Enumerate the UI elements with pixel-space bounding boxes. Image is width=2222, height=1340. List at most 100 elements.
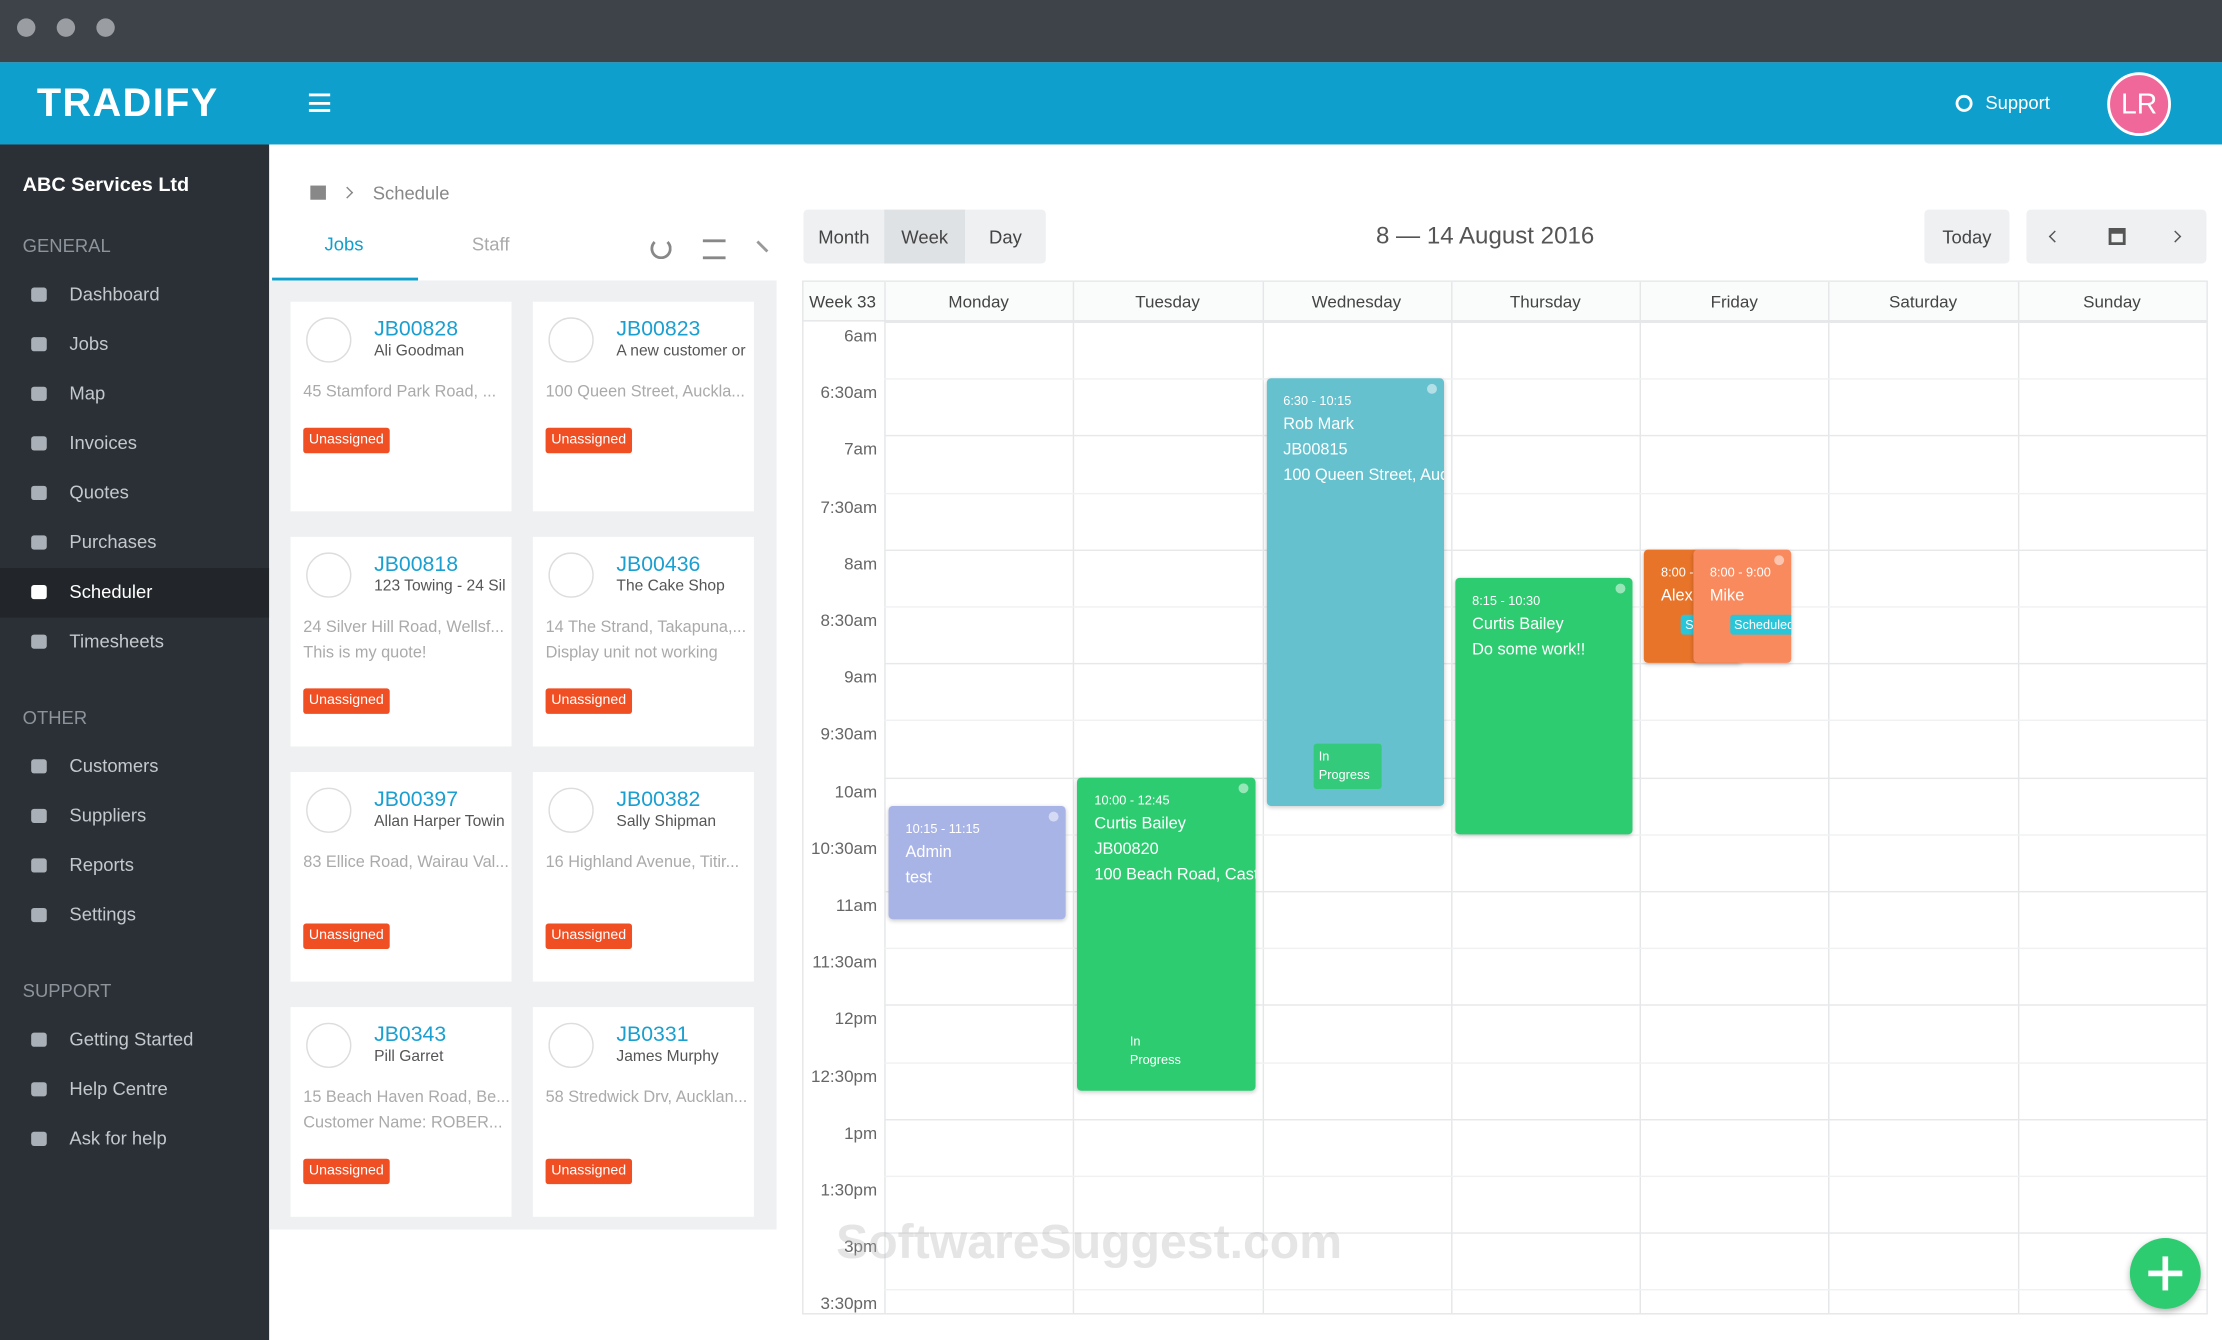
job-status: Unassigned xyxy=(303,923,390,950)
refresh-icon[interactable] xyxy=(650,237,672,260)
event[interactable]: 10:00 - 12:45 Curtis Bailey JB00820 100 Bea… xyxy=(1077,777,1255,1091)
nav-icon xyxy=(31,759,47,774)
job-address: 58 Stredwick Drv, Aucklan... xyxy=(545,1089,748,1107)
prev-button[interactable] xyxy=(2048,230,2061,243)
job-card[interactable]: JB00436 The Cake Shop 14 The Strand, Takap… xyxy=(532,536,754,747)
event[interactable]: 6:30 - 10:15 Rob Mark JB00815 100 Queen Str… xyxy=(1266,378,1444,806)
nav-item[interactable]: Jobs xyxy=(0,320,269,370)
nav-item[interactable]: Timesheets xyxy=(0,618,269,668)
nav-item[interactable]: Customers xyxy=(0,742,269,792)
event-close xyxy=(1049,811,1059,822)
time-label: 6:30am xyxy=(820,382,878,403)
nav-item[interactable]: Settings xyxy=(0,891,269,941)
breadcrumb-separator xyxy=(341,186,354,199)
event-line: Admin xyxy=(905,843,952,861)
job-icon xyxy=(306,317,352,363)
calendar-grid: Week 33 Monday Tuesday Wednesday Thursday Fri… xyxy=(802,280,2208,1315)
job-customer: Pill Garret xyxy=(374,1048,444,1066)
time-line xyxy=(884,435,2207,437)
nav-item[interactable]: Dashboard xyxy=(0,271,269,321)
job-status: Unassigned xyxy=(303,1158,390,1185)
event[interactable]: 10:15 - 11:15 Admin test xyxy=(888,805,1067,920)
tab[interactable]: Jobs xyxy=(324,233,364,255)
menu-button[interactable] xyxy=(308,93,331,112)
event[interactable]: 8:15 - 10:30 Curtis Bailey Do some work!! xyxy=(1455,577,1633,835)
view-button[interactable]: Day xyxy=(989,226,1022,248)
nav-icon xyxy=(31,907,47,923)
nav-item[interactable]: Quotes xyxy=(0,469,269,519)
close-icon[interactable] xyxy=(756,240,769,253)
nav-item[interactable]: Ask for help xyxy=(0,1115,269,1165)
job-card[interactable]: JB00382 Sally Shipman 16 Highland Avenue, … xyxy=(532,771,754,982)
nav-label: Settings xyxy=(69,903,137,925)
job-address: 100 Queen Street, Auckla... xyxy=(545,383,745,401)
nav-item[interactable]: Suppliers xyxy=(0,792,269,842)
job-number: JB00823 xyxy=(616,317,701,342)
day-name: Monday xyxy=(948,291,1009,312)
nav-label: Reports xyxy=(69,854,134,876)
day-name: Thursday xyxy=(1509,291,1581,312)
nav-label: Suppliers xyxy=(69,804,147,826)
time-line xyxy=(884,834,2207,836)
time-line xyxy=(884,1118,2207,1121)
view-button[interactable]: Month xyxy=(818,226,870,248)
time-line xyxy=(884,1232,2207,1235)
nav-label: Quotes xyxy=(69,481,129,503)
job-status: Unassigned xyxy=(545,923,632,950)
nav-item[interactable]: Getting Started xyxy=(0,1016,269,1066)
job-number: JB00828 xyxy=(374,317,459,342)
support-menu[interactable]: Support xyxy=(1985,92,2050,114)
tab[interactable]: Staff xyxy=(471,233,510,255)
event[interactable]: 8:00 - 9:00 Mike Scheduled xyxy=(1692,549,1791,664)
nav-item[interactable]: Scheduler xyxy=(0,568,270,618)
nav-icon xyxy=(31,858,47,873)
next-button[interactable] xyxy=(2169,230,2182,243)
job-number: JB0343 xyxy=(374,1022,447,1047)
job-card[interactable]: JB00828 Ali Goodman 45 Stamford Park Road,… xyxy=(290,301,512,512)
time-label: 12pm xyxy=(834,1009,878,1029)
section-title: GENERAL xyxy=(22,235,111,257)
add-button[interactable] xyxy=(2129,1238,2201,1309)
job-status: Unassigned xyxy=(303,688,390,714)
event-line: JB00820 xyxy=(1094,840,1159,858)
job-icon xyxy=(548,317,594,363)
event-close xyxy=(1426,384,1437,395)
nav-item[interactable]: Invoices xyxy=(0,419,269,469)
nav-item[interactable]: Map xyxy=(0,370,269,420)
tab-underline xyxy=(272,277,419,281)
day-name: Saturday xyxy=(1889,291,1958,312)
job-customer: James Murphy xyxy=(616,1048,719,1066)
calendar-title: 8 — 14 August 2016 xyxy=(1375,222,1595,250)
nav-item[interactable]: Help Centre xyxy=(0,1065,269,1115)
nav-item[interactable]: Reports xyxy=(0,841,269,891)
nav-label: Help Centre xyxy=(69,1077,168,1100)
today-button[interactable]: Today xyxy=(1924,209,2010,264)
company-name: ABC Services Ltd xyxy=(22,172,190,196)
job-customer: Sally Shipman xyxy=(616,813,717,831)
day-divider xyxy=(1073,281,1075,1314)
avatar[interactable]: LR xyxy=(2107,72,2171,136)
job-card[interactable]: JB0343 Pill Garret 15 Beach Haven Road, Be… xyxy=(290,1007,512,1217)
job-note: This is my quote! xyxy=(303,644,427,662)
job-card[interactable]: JB00823 A new customer or 100 Queen Street… xyxy=(532,301,754,512)
job-card[interactable]: JB00818 123 Towing - 24 Sil 24 Silver Hill… xyxy=(290,536,512,747)
job-address: 15 Beach Haven Road, Be... xyxy=(303,1089,510,1107)
calendar-icon[interactable] xyxy=(2108,228,2126,246)
job-customer: Allan Harper Towin xyxy=(374,813,505,831)
job-customer: The Cake Shop xyxy=(616,577,725,595)
job-customer: 123 Towing - 24 Sil xyxy=(374,577,506,595)
event-time: 8:15 - 10:30 xyxy=(1472,593,1541,608)
time-label: 7am xyxy=(844,439,878,460)
job-card[interactable]: JB00397 Allan Harper Towin 83 Ellice Road,… xyxy=(290,771,512,982)
job-status: Unassigned xyxy=(303,427,390,454)
job-icon xyxy=(306,787,352,833)
time-line xyxy=(884,1175,2207,1178)
job-note: Display unit not working xyxy=(545,644,718,662)
view-button[interactable]: Week xyxy=(884,209,966,264)
dot xyxy=(96,18,115,37)
job-card[interactable]: JB0331 James Murphy 58 Stredwick Drv, Auck… xyxy=(532,1007,754,1217)
nav-item[interactable]: Purchases xyxy=(0,518,269,568)
filter-icon[interactable] xyxy=(702,239,726,260)
nav-label: Customers xyxy=(69,754,159,777)
